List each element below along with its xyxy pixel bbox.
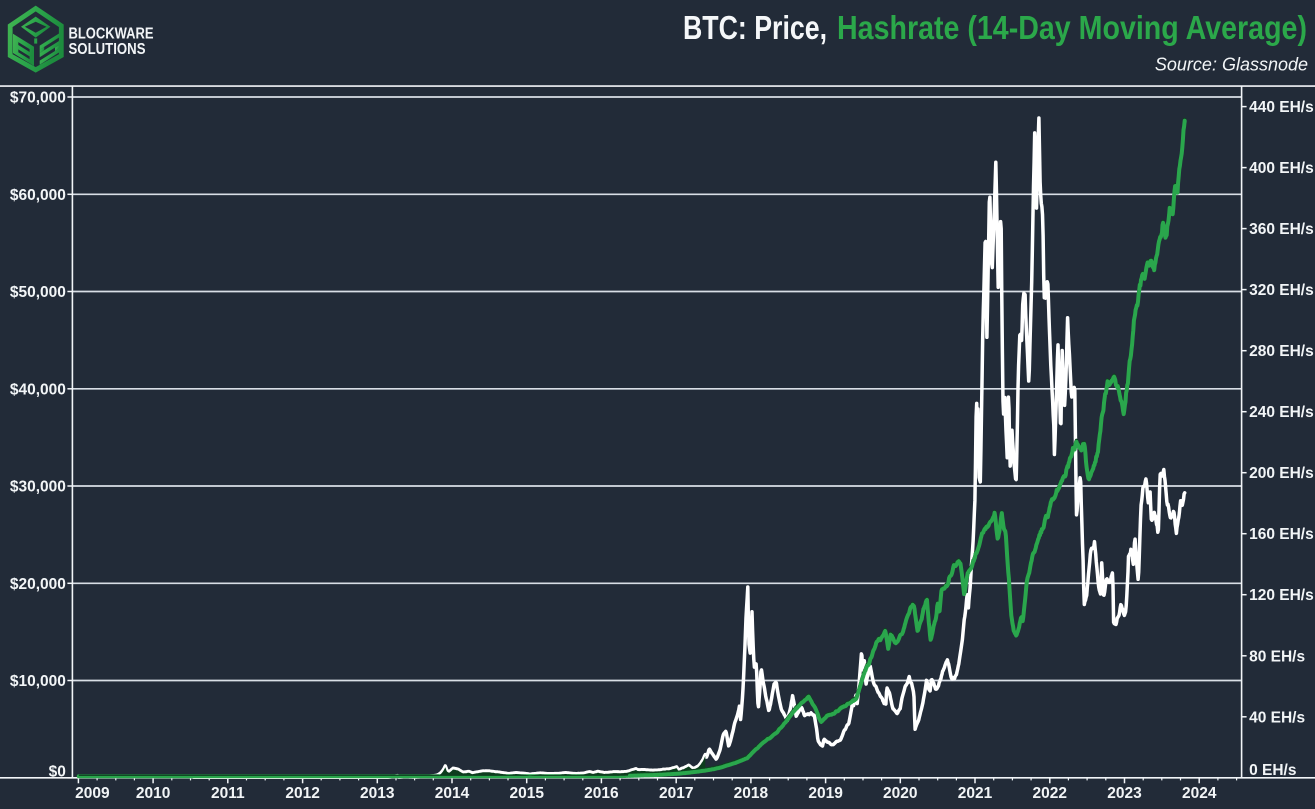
svg-text:SOLUTIONS: SOLUTIONS	[69, 41, 146, 58]
svg-text:$70,000: $70,000	[10, 90, 66, 107]
svg-text:2011: 2011	[211, 785, 245, 802]
svg-text:280 EH/s: 280 EH/s	[1249, 343, 1314, 360]
svg-text:$40,000: $40,000	[10, 381, 66, 398]
svg-text:Hashrate (14-Day Moving Averag: Hashrate (14-Day Moving Average)	[837, 9, 1307, 46]
svg-text:0 EH/s: 0 EH/s	[1249, 762, 1296, 779]
svg-text:400 EH/s: 400 EH/s	[1249, 160, 1314, 177]
svg-text:2020: 2020	[883, 785, 917, 802]
svg-text:2021: 2021	[958, 785, 993, 802]
svg-text:$0: $0	[49, 763, 66, 780]
svg-text:240 EH/s: 240 EH/s	[1249, 404, 1314, 421]
svg-text:80 EH/s: 80 EH/s	[1249, 648, 1305, 665]
svg-text:2015: 2015	[509, 785, 544, 802]
svg-text:120 EH/s: 120 EH/s	[1249, 587, 1314, 604]
svg-text:2024: 2024	[1182, 785, 1217, 802]
svg-text:2023: 2023	[1107, 785, 1142, 802]
svg-text:40 EH/s: 40 EH/s	[1249, 709, 1305, 726]
svg-text:2010: 2010	[136, 785, 170, 802]
svg-text:2012: 2012	[285, 785, 319, 802]
svg-text:320 EH/s: 320 EH/s	[1249, 282, 1314, 299]
svg-text:BLOCKWARE: BLOCKWARE	[69, 26, 154, 43]
svg-text:360 EH/s: 360 EH/s	[1249, 221, 1314, 238]
svg-text:2022: 2022	[1033, 785, 1067, 802]
svg-text:$20,000: $20,000	[10, 576, 66, 593]
svg-text:2017: 2017	[659, 785, 693, 802]
svg-text:2013: 2013	[360, 785, 395, 802]
svg-text:2014: 2014	[435, 785, 470, 802]
svg-text:$30,000: $30,000	[10, 479, 66, 496]
svg-text:$50,000: $50,000	[10, 284, 66, 301]
svg-text:BTC: Price,: BTC: Price,	[683, 9, 827, 46]
svg-text:200 EH/s: 200 EH/s	[1249, 465, 1314, 482]
svg-text:160 EH/s: 160 EH/s	[1249, 526, 1314, 543]
svg-text:2018: 2018	[734, 785, 769, 802]
svg-text:2016: 2016	[584, 785, 619, 802]
svg-text:2009: 2009	[75, 785, 110, 802]
svg-text:Source: Glassnode: Source: Glassnode	[1155, 55, 1308, 75]
svg-text:2019: 2019	[808, 785, 843, 802]
svg-text:$10,000: $10,000	[10, 673, 66, 690]
svg-text:440 EH/s: 440 EH/s	[1249, 99, 1314, 116]
svg-text:$60,000: $60,000	[10, 187, 66, 204]
